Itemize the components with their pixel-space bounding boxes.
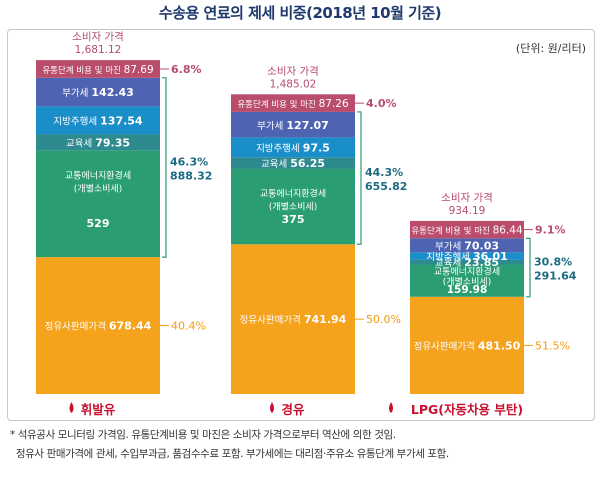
label-edu-2: 교육세 23.85 <box>435 256 499 269</box>
bar-segment-refinery-2 <box>410 296 524 394</box>
category-label-1: 경유 <box>281 402 305 417</box>
unit-label: (단위: 원/리터) <box>515 42 586 55</box>
drop-icon-0 <box>69 402 74 413</box>
bar-segment-edu-2 <box>410 259 524 265</box>
label-local-1: 지방주행세 97.5 <box>256 141 330 154</box>
consumer-price-label-0: 소비자 가격 <box>72 30 124 43</box>
bar-segment-vat-2 <box>410 238 524 253</box>
label-transport-value-0: 529 <box>87 217 110 230</box>
label-transport-value-2: 159.98 <box>447 284 488 296</box>
tax-bracket-1 <box>357 111 362 245</box>
bar-segment-local-2 <box>410 252 524 260</box>
label-vat-1: 부가세 127.07 <box>257 119 329 132</box>
consumer-price-value-1: 1,485.02 <box>270 78 317 90</box>
label-margin-0: 유통단계 비용 및 마진 87.69 <box>42 64 153 76</box>
bar-segment-refinery-1 <box>231 244 355 394</box>
tax-share-0: 46.3% <box>170 155 208 168</box>
bar-segment-refinery-0 <box>36 257 160 394</box>
tax-bracket-0 <box>162 77 167 258</box>
footnote-1: * 석유공사 모니터링 가격임. 유통단계비용 및 마진은 소비자 가격으로부터… <box>10 429 396 441</box>
label-transport-sub-0: (개별소비세) <box>74 183 122 194</box>
consumer-price-value-0: 1,681.12 <box>75 44 122 56</box>
bar-segment-local-1 <box>231 137 355 158</box>
category-label-2: LPG(자동차용 부탄) <box>411 402 523 417</box>
consumer-price-label-1: 소비자 가격 <box>267 64 319 77</box>
label-margin-2: 유통단계 비용 및 마진 86.44 <box>411 225 523 237</box>
label-transport-value-1: 375 <box>282 213 305 226</box>
label-edu-0: 교육세 79.35 <box>66 136 130 149</box>
consumer-price-value-2: 934.19 <box>449 205 486 217</box>
tax-bracket-2 <box>526 237 531 298</box>
tax-total-1: 655.82 <box>365 180 407 193</box>
refinery-share-2: 51.5% <box>535 339 570 352</box>
bar-segment-margin-0 <box>36 60 160 78</box>
label-transport-name-2: 교통에너지환경세 <box>434 266 500 278</box>
label-local-2: 지방주행세 36.01 <box>426 250 508 263</box>
bar-segment-margin-1 <box>231 94 355 112</box>
bar-segment-transport-1 <box>231 168 355 245</box>
label-local-0: 지방주행세 137.54 <box>53 114 143 127</box>
label-vat-0: 부가세 142.43 <box>62 86 134 99</box>
label-vat-2: 부가세 70.03 <box>435 239 499 252</box>
bar-segment-vat-0 <box>36 77 160 107</box>
consumer-price-label-2: 소비자 가격 <box>441 191 493 204</box>
bar-segment-edu-1 <box>231 157 355 169</box>
drop-icon-2 <box>389 402 393 413</box>
bar-segment-local-0 <box>36 106 160 135</box>
tax-total-0: 888.32 <box>170 169 212 182</box>
tax-total-2: 291.64 <box>534 270 577 283</box>
footnotes: * 석유공사 모니터링 가격임. 유통단계비용 및 마진은 소비자 가격으로부터… <box>10 426 595 464</box>
bar-segment-transport-0 <box>36 150 160 258</box>
label-refinery-0: 정유사판매가격 678.44 <box>45 320 152 333</box>
label-transport-name-1: 교통에너지환경세 <box>260 188 326 200</box>
label-transport-sub-1: (개별소비세) <box>269 202 317 213</box>
bar-segment-margin-2 <box>410 220 524 239</box>
margin-share-2: 9.1% <box>535 224 566 237</box>
bar-segment-transport-2 <box>410 264 524 297</box>
margin-share-1: 4.0% <box>366 97 397 110</box>
category-label-0: 휘발유 <box>81 402 116 417</box>
refinery-share-0: 40.4% <box>171 320 206 333</box>
label-refinery-1: 정유사판매가격 741.94 <box>240 313 347 326</box>
chart-title: 수송용 연료의 제세 비중(2018년 10월 기준) <box>158 4 442 22</box>
bar-segment-vat-1 <box>231 111 355 138</box>
label-transport-name-0: 교통에너지환경세 <box>65 169 131 181</box>
label-edu-1: 교육세 56.25 <box>261 157 325 170</box>
label-refinery-2: 정유사판매가격 481.50 <box>414 339 521 352</box>
tax-share-1: 44.3% <box>365 166 403 179</box>
label-margin-1: 유통단계 비용 및 마진 87.26 <box>237 98 349 110</box>
label-transport-sub-2: (개별소비세) <box>443 277 491 288</box>
bar-segment-edu-0 <box>36 134 160 151</box>
drop-icon-1 <box>270 402 274 413</box>
footnote-2: 정유사 판매가격에 관세, 수입부과금, 품검수수료 포함. 부가세에는 대리점… <box>10 448 449 460</box>
tax-share-2: 30.8% <box>534 256 572 269</box>
refinery-share-1: 50.0% <box>366 313 401 326</box>
margin-share-0: 6.8% <box>171 63 202 76</box>
